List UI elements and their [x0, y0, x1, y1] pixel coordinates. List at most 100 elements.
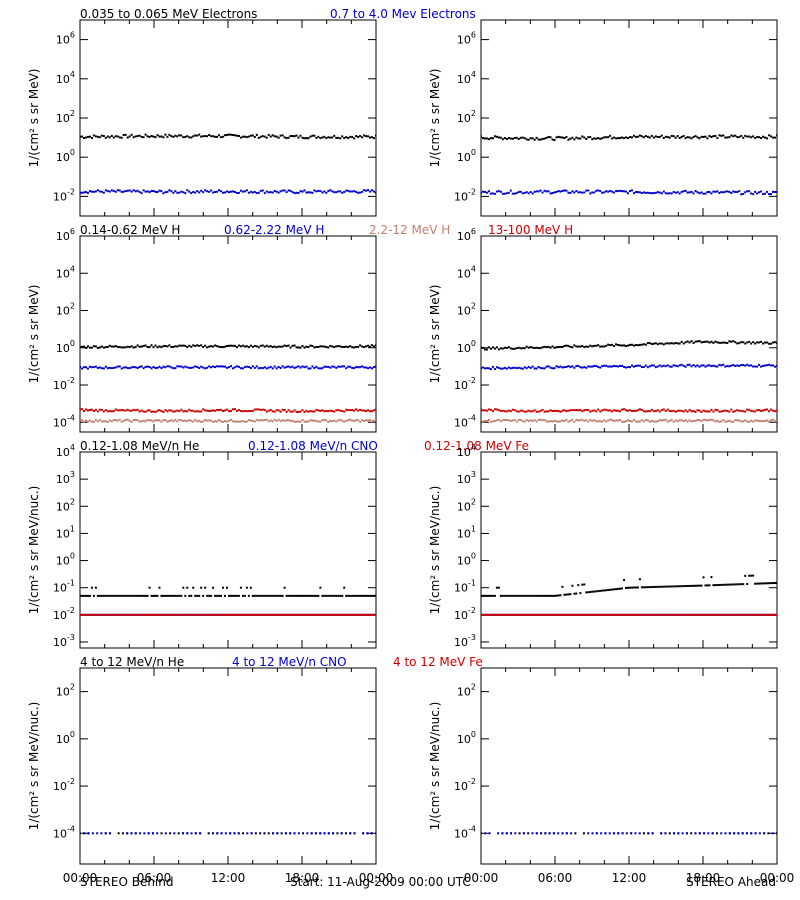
data-point	[164, 409, 167, 412]
data-point	[758, 136, 761, 139]
data-point	[541, 191, 544, 194]
data-point	[227, 594, 230, 597]
data-point	[523, 366, 526, 369]
data-point	[158, 365, 161, 368]
data-point	[373, 409, 376, 412]
data-point	[656, 613, 659, 616]
data-point	[581, 613, 584, 616]
data-point	[603, 408, 606, 411]
data-point	[481, 832, 482, 835]
data-point	[696, 418, 699, 421]
data-point	[279, 190, 282, 193]
data-point	[551, 594, 554, 597]
data-point	[575, 365, 578, 368]
series-points	[80, 344, 376, 423]
data-point	[636, 191, 639, 194]
data-point	[734, 419, 737, 422]
data-point	[712, 364, 715, 367]
data-point	[210, 345, 213, 348]
data-point	[311, 191, 314, 194]
data-point	[192, 135, 195, 138]
data-point	[734, 410, 737, 413]
data-point	[738, 136, 741, 139]
data-point	[160, 832, 163, 835]
data-point	[82, 345, 85, 348]
data-point	[220, 832, 223, 835]
data-point	[86, 345, 89, 348]
data-point	[112, 419, 115, 422]
data-point	[100, 345, 103, 348]
data-point	[265, 367, 268, 370]
series-4-to-12-mev-n-cno	[83, 832, 376, 835]
data-point	[724, 613, 727, 616]
data-point	[746, 613, 749, 616]
data-point	[339, 409, 342, 412]
data-point	[357, 345, 360, 348]
data-point	[551, 367, 554, 370]
data-point	[259, 366, 262, 369]
data-point	[87, 832, 90, 835]
data-point	[696, 364, 699, 367]
data-point	[702, 576, 705, 579]
data-point	[114, 408, 117, 411]
data-point	[662, 613, 665, 616]
data-point	[359, 613, 362, 616]
data-point	[146, 135, 149, 138]
data-point	[116, 345, 119, 348]
data-point	[237, 420, 240, 423]
data-point	[670, 585, 673, 588]
x-tick-label: 12:00	[211, 871, 246, 885]
data-point	[734, 364, 737, 367]
data-point	[353, 419, 356, 422]
data-point	[317, 420, 320, 423]
data-point	[251, 191, 254, 194]
data-point	[704, 135, 707, 138]
data-point	[557, 346, 560, 349]
data-point	[130, 594, 133, 597]
data-point	[283, 344, 286, 347]
data-point	[200, 586, 203, 589]
data-point	[275, 419, 278, 422]
y-tick-label: 100	[56, 730, 75, 746]
data-point	[130, 832, 133, 835]
data-point	[114, 366, 117, 369]
data-point	[612, 832, 615, 835]
data-point	[156, 832, 159, 835]
data-point	[265, 410, 268, 413]
data-point	[273, 365, 276, 368]
data-point	[593, 409, 596, 412]
data-point	[710, 136, 713, 139]
plot-frame	[480, 235, 778, 433]
data-point	[529, 410, 532, 413]
data-point	[698, 137, 701, 140]
data-point	[652, 410, 655, 413]
data-point	[627, 409, 630, 412]
data-point	[628, 409, 631, 412]
data-point	[106, 190, 109, 193]
data-point	[670, 192, 673, 195]
data-point	[646, 419, 649, 422]
data-point	[547, 345, 550, 348]
data-point	[634, 364, 637, 367]
data-point	[319, 345, 322, 348]
y-tick-label: 102	[457, 302, 476, 318]
data-point	[766, 341, 769, 344]
data-point	[760, 190, 763, 193]
data-point	[754, 613, 757, 616]
data-point	[243, 409, 246, 412]
data-point	[593, 613, 596, 616]
data-point	[275, 594, 278, 597]
data-point	[314, 832, 317, 835]
data-point	[619, 137, 622, 140]
data-point	[553, 346, 556, 349]
data-point	[208, 133, 211, 136]
data-point	[269, 135, 272, 138]
data-point	[261, 594, 264, 597]
data-point	[756, 365, 759, 368]
data-point	[208, 190, 211, 193]
data-point	[132, 418, 135, 421]
data-point	[605, 344, 608, 347]
data-point	[553, 419, 556, 422]
data-point	[128, 346, 131, 349]
data-point	[160, 367, 163, 370]
